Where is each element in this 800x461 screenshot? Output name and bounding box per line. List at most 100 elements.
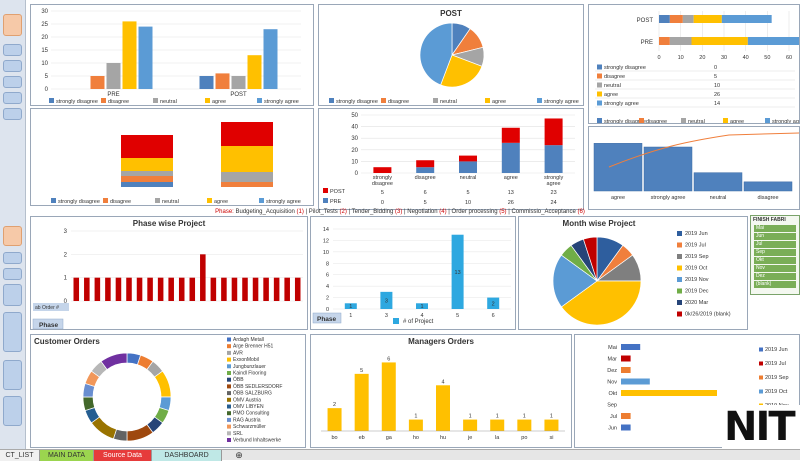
legend-label: 2019 Sep xyxy=(765,375,789,381)
legend-label: OMV LIBYEN xyxy=(233,404,264,410)
table-label: agree xyxy=(604,92,618,98)
table-swatch xyxy=(597,82,602,88)
x-tick-label: strongly xyxy=(373,175,393,181)
phase-wise-chart: Phase wise Project 0 1 2 3 ab Order # Phase xyxy=(30,216,308,330)
bar-segment xyxy=(221,122,273,146)
y-tick-label: Sep xyxy=(607,403,617,409)
nav-button[interactable] xyxy=(3,268,22,280)
pie-slice xyxy=(440,54,483,88)
legend-label: neutral xyxy=(162,199,179,205)
legend-swatch xyxy=(227,337,231,342)
legend-label: 2019 Jun xyxy=(685,231,708,237)
phase-num: (6) xyxy=(577,209,585,215)
bar-post xyxy=(501,127,520,143)
nav-button[interactable] xyxy=(3,76,22,88)
table-swatch xyxy=(597,91,602,97)
bar xyxy=(436,385,450,431)
nav-button[interactable] xyxy=(3,14,22,36)
bar-segment xyxy=(121,176,173,182)
x-tick-label: 30 xyxy=(721,55,727,61)
legend-label: ÖBB SEDLERSDORF xyxy=(233,383,282,390)
legend-label: OMV Austria xyxy=(233,397,261,403)
table-value: 14 xyxy=(714,101,720,107)
bar-segment xyxy=(669,37,692,45)
legend-swatch xyxy=(257,98,262,103)
slicer-item[interactable]: (blank) xyxy=(754,281,796,288)
finish-slicer[interactable]: FINISH FABRI Mai Jun Jul Sep Okt Nov Dez (blank) xyxy=(750,215,800,295)
x-tick-label: PRE xyxy=(107,92,119,98)
nav-button[interactable] xyxy=(3,92,22,104)
data-label: 1 xyxy=(523,414,526,420)
legend-label: strongly disagree xyxy=(56,99,98,105)
x-tick-label: 6 xyxy=(492,313,495,319)
x-tick-label: ga xyxy=(386,435,393,441)
bar xyxy=(408,419,423,431)
table-post-value: 13 xyxy=(508,190,514,196)
bar xyxy=(122,21,137,89)
slicer-item[interactable]: Mai xyxy=(754,225,796,232)
legend-swatch xyxy=(597,118,602,123)
bar xyxy=(451,234,464,309)
legend-swatch xyxy=(759,389,763,394)
legend-label: neutral xyxy=(688,119,705,124)
nav-button[interactable] xyxy=(3,226,22,246)
slicer-item[interactable]: Jun xyxy=(754,233,796,240)
legend-swatch xyxy=(227,384,231,389)
table-label: neutral xyxy=(604,83,621,89)
nav-button[interactable] xyxy=(3,252,22,264)
x-tick-label: disagree xyxy=(372,181,393,187)
nav-button[interactable] xyxy=(3,312,22,352)
legend-swatch xyxy=(51,198,56,203)
legend-swatch xyxy=(227,344,231,349)
slicer-item[interactable]: Nov xyxy=(754,265,796,272)
bar xyxy=(354,373,369,431)
y-tick-label: POST xyxy=(637,18,654,24)
y-tick-label: 20 xyxy=(351,148,358,154)
tab-dashboard[interactable]: DASHBOARD xyxy=(152,450,222,461)
slicer-item[interactable]: Sep xyxy=(754,249,796,256)
legend-label: Kaindl Flooring xyxy=(233,371,267,377)
nav-button[interactable] xyxy=(3,396,22,426)
y-tick-label: 2 xyxy=(64,252,68,258)
tab-ct-list[interactable]: CT_LIST xyxy=(0,450,40,461)
pie-slice xyxy=(552,254,598,308)
legend-swatch xyxy=(227,377,231,382)
tab-main-data[interactable]: MAIN DATA xyxy=(40,450,94,461)
legend-label: strongly agree xyxy=(266,199,301,205)
x-tick-label: hu xyxy=(440,435,446,441)
bar xyxy=(231,277,238,301)
nit-logo: NIT Nhân Information Technology xyxy=(722,405,800,460)
tab-source-data[interactable]: Source Data xyxy=(94,450,152,461)
legend-label: disagree xyxy=(388,99,409,105)
add-sheet-icon[interactable]: ⊕ xyxy=(235,450,243,460)
legend-swatch xyxy=(227,397,231,402)
bar xyxy=(593,143,643,192)
nav-button[interactable] xyxy=(3,360,22,390)
legend-label: SRL xyxy=(233,431,243,437)
legend-label: 0k/26/2019 (blank) xyxy=(685,312,731,318)
slicer-item[interactable]: Jul xyxy=(754,241,796,248)
bar xyxy=(115,277,122,301)
slicer-item[interactable]: Dez xyxy=(754,273,796,280)
project-count-chart: 0 2 4 6 8 10 12 14 1 1 3 3 1 4 13 5 2 6 Phase # of Project xyxy=(310,216,516,330)
slicer-item[interactable]: Okt xyxy=(754,257,796,264)
pie-slice xyxy=(582,236,598,282)
y-tick-label: 25 xyxy=(41,22,48,28)
legend-label: agree xyxy=(214,199,228,205)
month-chart-title: Month wise Project xyxy=(562,219,636,228)
nav-button[interactable] xyxy=(3,44,22,56)
managers-chart-title: Managers Orders xyxy=(408,337,474,346)
prepost-clustered-chart: 0 5 10 15 20 25 30 PRE POST strongly disagree disa… xyxy=(30,4,314,106)
bar xyxy=(90,76,105,89)
x-tick-label: je xyxy=(467,435,472,441)
legend-label: disagree xyxy=(110,199,131,205)
legend-swatch xyxy=(227,424,231,429)
nav-button[interactable] xyxy=(3,108,22,120)
nav-button[interactable] xyxy=(3,60,22,72)
pre-label: PRE xyxy=(330,199,342,205)
nav-button[interactable] xyxy=(3,284,22,306)
y-tick-label: 5 xyxy=(45,74,49,80)
bar-segment xyxy=(121,171,173,176)
logo-main: NIT xyxy=(724,404,796,450)
bar xyxy=(157,277,164,301)
